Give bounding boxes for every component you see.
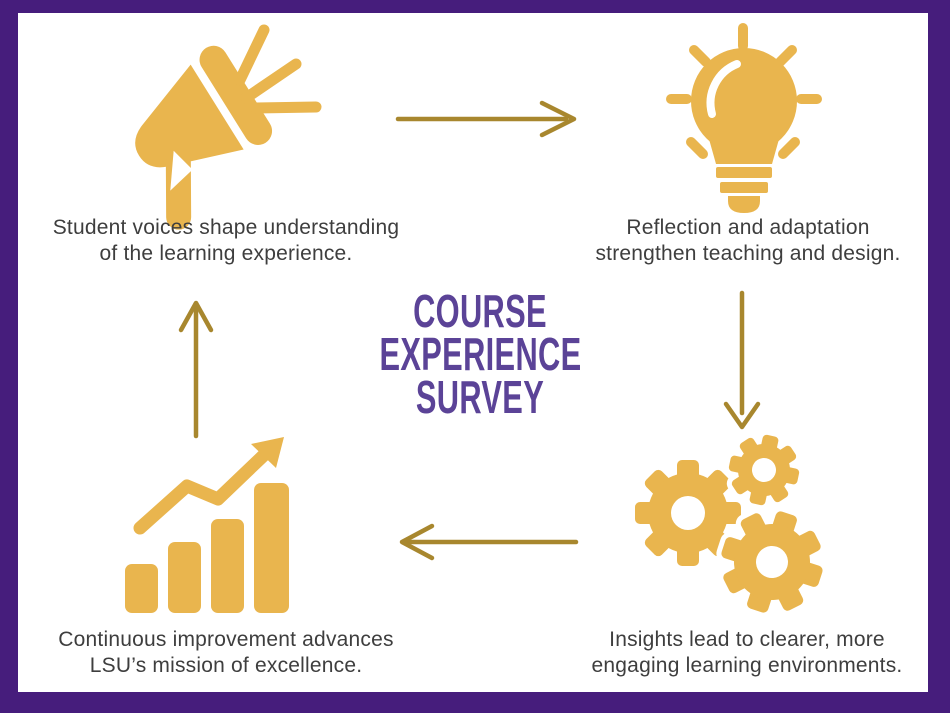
megaphone-icon [135, 24, 322, 230]
title-line: COURSE [413, 285, 547, 337]
sound-waves [234, 24, 322, 114]
caption-line: strengthen teaching and design. [595, 242, 901, 265]
gears-icon [635, 428, 836, 626]
caption-reflection: Reflection and adaptation strengthen tea… [513, 215, 950, 267]
caption-student-voices: Student voices shape understanding of th… [0, 215, 461, 267]
caption-line: engaging learning environments. [591, 654, 903, 677]
light-rays [666, 23, 822, 159]
right-arrow [395, 100, 577, 138]
title-line: SURVEY [415, 371, 545, 423]
caption-line: Student voices shape understanding [52, 216, 400, 239]
caption-line: of the learning experience. [99, 242, 353, 265]
caption-line: Insights lead to clearer, more [609, 628, 885, 651]
caption-line: Continuous improvement advances [58, 628, 394, 651]
page-title: COURSE EXPERIENCE SURVEY [379, 285, 582, 423]
caption-line: Reflection and adaptation [626, 216, 870, 239]
lightbulb-icon [666, 23, 822, 213]
down-arrow [723, 290, 761, 430]
caption-insights: Insights lead to clearer, more engaging … [512, 627, 950, 679]
up-arrow [178, 300, 214, 439]
left-arrow [399, 523, 579, 561]
title-line: EXPERIENCE [379, 328, 582, 380]
caption-improvement: Continuous improvement advances LSU’s mi… [0, 627, 461, 679]
bar-chart-icon [125, 437, 289, 613]
caption-line: LSU’s mission of excellence. [89, 654, 363, 677]
